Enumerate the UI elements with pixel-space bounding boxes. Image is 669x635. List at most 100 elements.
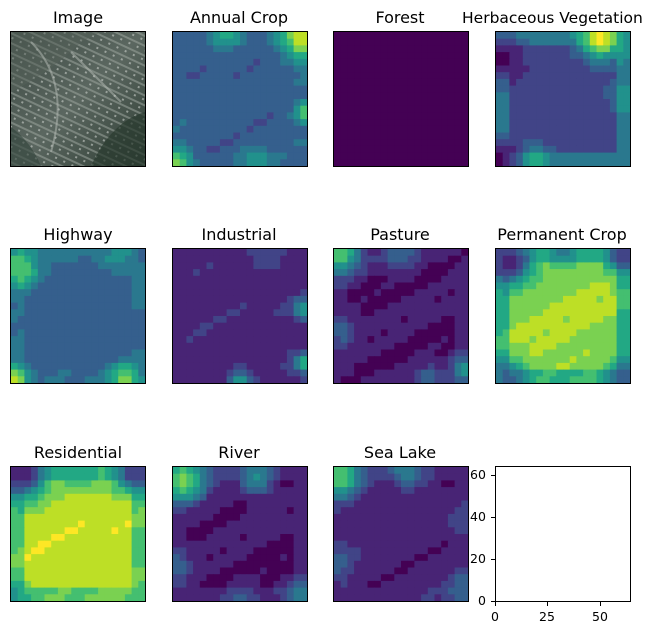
heatmap-cell (266, 369, 274, 377)
heatmap-cell (509, 92, 517, 100)
heatmap-cell (569, 72, 577, 80)
heatmap-cell (17, 369, 25, 377)
heatmap-cell (434, 309, 442, 317)
heatmap-cell (226, 336, 234, 344)
heatmap-cell (374, 72, 382, 80)
heatmap-cell (199, 32, 207, 40)
heatmap-cell (280, 513, 288, 522)
heatmap-cell (596, 152, 604, 160)
heatmap-cell (496, 342, 504, 350)
heatmap-cell (286, 500, 295, 508)
heatmap-cell (246, 38, 254, 46)
heatmap-cell (179, 520, 187, 528)
heatmap-cell (414, 574, 422, 582)
heatmap-cell (454, 329, 462, 337)
heatmap-cell (104, 567, 112, 575)
heatmap-cell (131, 534, 139, 542)
heatmap-cell (454, 85, 462, 93)
heatmap-cell (556, 336, 564, 344)
heatmap-cell (253, 105, 261, 113)
heatmap-cell (542, 275, 551, 283)
heatmap-cell (569, 58, 577, 66)
heatmap-cell (213, 554, 221, 562)
heatmap-cell (84, 500, 92, 508)
heatmap-cell (253, 78, 261, 87)
heatmap-cell (360, 342, 368, 350)
heatmap-cell (286, 329, 295, 337)
heatmap-cell (91, 574, 99, 582)
heatmap-cell (387, 32, 395, 40)
heatmap-cell (213, 295, 221, 304)
heatmap-cell (394, 547, 402, 555)
heatmap-cell (199, 112, 207, 120)
heatmap-cell (461, 99, 468, 107)
heatmap-cell (213, 132, 221, 140)
heatmap-cell (111, 594, 119, 601)
heatmap-cell (414, 145, 422, 154)
heatmap-cell (556, 302, 564, 310)
heatmap-cell (516, 316, 524, 324)
heatmap-cell (219, 513, 228, 522)
heatmap-cell (623, 342, 630, 350)
heatmap-cell (173, 507, 181, 515)
heatmap-cell (427, 527, 435, 535)
heatmap-cell (447, 493, 456, 501)
heatmap-cell (454, 52, 462, 60)
heatmap-cell (454, 527, 462, 535)
heatmap-cell (44, 322, 52, 330)
heatmap-cell (461, 132, 468, 140)
heatmap-cell (354, 145, 362, 154)
heatmap-cell (387, 302, 395, 310)
heatmap-cell (64, 467, 72, 475)
heatmap-cell (340, 369, 348, 377)
heatmap-cell (240, 152, 248, 160)
heatmap-cell (354, 487, 362, 495)
heatmap-cell (199, 376, 207, 383)
heatmap-cell (44, 534, 52, 542)
heatmap-cell (206, 369, 214, 377)
heatmap-cell (213, 65, 221, 73)
heatmap-cell (71, 356, 79, 364)
heatmap-cell (502, 65, 510, 73)
heatmap-cell (300, 282, 307, 290)
heatmap-cell (427, 38, 435, 46)
heatmap-cell (131, 376, 139, 383)
heatmap-cell (360, 527, 368, 535)
heatmap-cell (414, 72, 422, 80)
heatmap-cell (387, 513, 395, 522)
heatmap-cell (454, 369, 462, 377)
heatmap-cell (447, 500, 456, 508)
heatmap-cell (131, 507, 139, 515)
satellite-image-panel (10, 31, 146, 167)
heatmap-cell (536, 282, 544, 290)
heatmap-cell (522, 65, 530, 73)
heatmap-cell (186, 132, 194, 140)
heatmap-cell (380, 119, 389, 127)
heatmap-cell (71, 507, 79, 515)
heatmap-cell (193, 369, 201, 377)
heatmap-cell (57, 507, 66, 515)
heatmap-cell (394, 534, 402, 542)
heatmap-cell (173, 159, 181, 166)
heatmap-cell (293, 295, 301, 304)
heatmap-cell (31, 349, 39, 357)
heatmap-cell (51, 282, 59, 290)
heatmap-cell (186, 282, 194, 290)
heatmap-cell (427, 249, 435, 257)
heatmap-cell (17, 540, 25, 548)
heatmap-cell (367, 85, 375, 93)
heatmap-cell (374, 145, 382, 154)
heatmap-cell (603, 362, 611, 371)
heatmap-cell (273, 289, 281, 297)
heatmap-cell (44, 473, 52, 481)
empty-axes (495, 466, 631, 602)
heatmap-cell (427, 152, 435, 160)
heatmap-cell (104, 594, 112, 601)
heatmap-cell (454, 356, 462, 364)
heatmap-cell (367, 342, 375, 350)
heatmap-cell (354, 78, 362, 87)
heatmap-cell (84, 362, 92, 371)
heatmap-cell (441, 78, 449, 87)
heatmap-cell (603, 316, 611, 324)
heatmap-cell (536, 139, 544, 147)
